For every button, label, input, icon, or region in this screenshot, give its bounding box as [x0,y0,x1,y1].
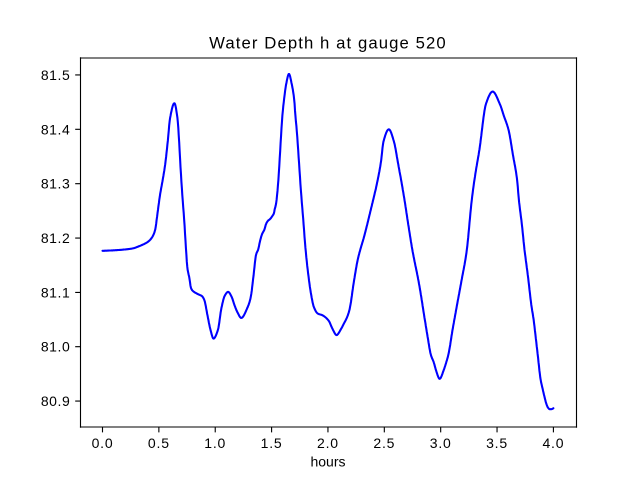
svg-text:3.5: 3.5 [486,435,508,451]
svg-text:81.0: 81.0 [41,339,70,355]
svg-text:hours: hours [310,454,345,470]
svg-text:81.5: 81.5 [41,67,70,83]
svg-text:1.0: 1.0 [204,435,226,451]
svg-text:1.5: 1.5 [261,435,283,451]
svg-text:80.9: 80.9 [41,393,70,409]
svg-text:0.5: 0.5 [148,435,170,451]
svg-text:0.0: 0.0 [92,435,114,451]
svg-text:81.4: 81.4 [41,121,70,137]
svg-text:Water Depth h at gauge 520: Water Depth h at gauge 520 [209,34,447,53]
svg-text:2.5: 2.5 [373,435,395,451]
svg-text:4.0: 4.0 [542,435,564,451]
svg-text:81.1: 81.1 [41,284,70,300]
svg-text:81.2: 81.2 [41,230,70,246]
svg-text:2.0: 2.0 [317,435,339,451]
svg-text:81.3: 81.3 [41,176,70,192]
svg-text:3.0: 3.0 [430,435,452,451]
